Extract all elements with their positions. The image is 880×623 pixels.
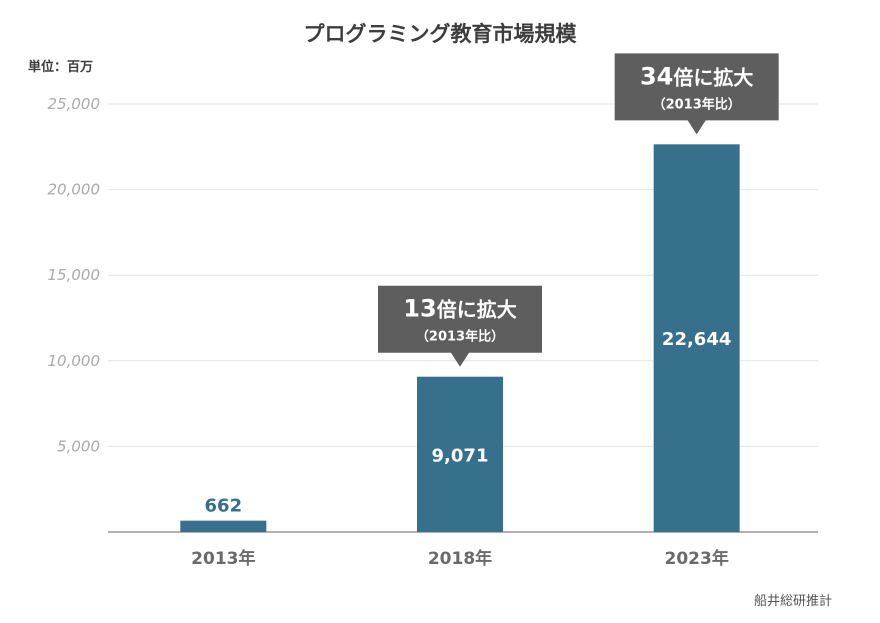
unit-label: 単位：百万 bbox=[28, 60, 94, 75]
y-tick-label: 25,000 bbox=[48, 95, 101, 113]
callout-title: 13倍に拡大 bbox=[403, 295, 516, 323]
y-tick-label: 10,000 bbox=[48, 352, 101, 370]
data-label: 9,071 bbox=[432, 445, 489, 466]
chart-title: プログラミング教育市場規模 bbox=[303, 22, 577, 46]
callout-box bbox=[378, 285, 542, 367]
callout-subtitle: （2013年比） bbox=[653, 96, 741, 112]
data-label: 22,644 bbox=[662, 329, 731, 350]
x-tick-label: 2013年 bbox=[191, 548, 255, 569]
callout-subtitle: （2013年比） bbox=[416, 329, 504, 345]
x-tick-label: 2023年 bbox=[665, 548, 729, 569]
callout-text: 倍に拡大 bbox=[673, 65, 753, 89]
data-label: 662 bbox=[205, 496, 243, 517]
source-note: 船井総研推計 bbox=[753, 594, 832, 609]
callout-multiplier: 13 bbox=[403, 295, 436, 323]
y-tick-label: 20,000 bbox=[48, 181, 101, 199]
callout-text: 倍に拡大 bbox=[437, 298, 517, 322]
callout-box bbox=[614, 53, 779, 135]
bar bbox=[417, 376, 503, 532]
bar bbox=[180, 520, 267, 532]
callout-multiplier: 34 bbox=[640, 62, 673, 90]
callout-title: 34倍に拡大 bbox=[640, 62, 753, 90]
x-tick-label: 2018年 bbox=[428, 548, 492, 569]
y-tick-label: 15,000 bbox=[48, 266, 101, 284]
bar bbox=[653, 144, 740, 532]
y-tick-label: 5,000 bbox=[57, 437, 100, 455]
